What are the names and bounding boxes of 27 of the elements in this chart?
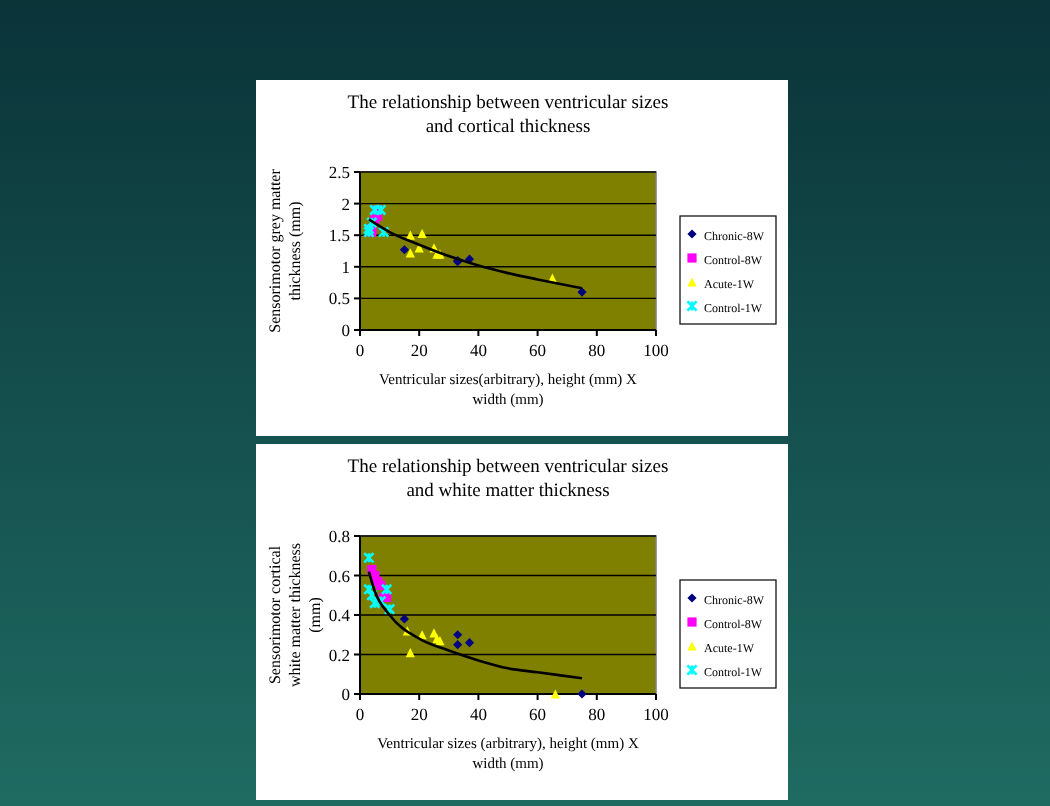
y-axis-title: Sensorimotor grey matter thickness (mm) <box>266 168 304 333</box>
x-tick-label: 60 <box>529 704 547 724</box>
y-tick-label: 0.5 <box>328 288 350 309</box>
x-tick-label: 100 <box>643 340 669 360</box>
x-tick-label: 100 <box>643 704 669 724</box>
chart-title: The relationship between ventricular sizes and white matter thickness <box>347 458 669 502</box>
y-tick-label: 0.8 <box>328 526 350 546</box>
y-tick-label: 1 <box>341 256 350 277</box>
y-tick-label: 2 <box>341 193 350 214</box>
y-axis-title: Sensorimotor cortical white matter thickness (mm) <box>266 543 324 687</box>
x-tick-label: 60 <box>529 340 547 360</box>
chart-title: The relationship between ventricular sizes and cortical thickness <box>347 94 669 138</box>
x-tick-label: 0 <box>355 704 365 724</box>
y-tick-label: 0.4 <box>328 605 352 625</box>
y-tick-label: 2.5 <box>328 162 350 182</box>
x-tick-label: 0 <box>355 340 365 360</box>
y-tick-label: 0.6 <box>328 565 350 586</box>
x-tick-label: 20 <box>410 704 428 724</box>
x-tick-label: 40 <box>469 704 487 724</box>
x-tick-label: 80 <box>588 704 606 724</box>
y-tick-label: 1.5 <box>328 225 350 246</box>
y-tick-label: 0.2 <box>328 644 350 665</box>
x-tick-label: 80 <box>588 340 606 360</box>
x-tick-label: 20 <box>410 340 428 360</box>
y-tick-label: 0 <box>341 320 350 340</box>
y-tick-label: 0 <box>341 684 350 704</box>
x-tick-label: 40 <box>469 340 487 360</box>
